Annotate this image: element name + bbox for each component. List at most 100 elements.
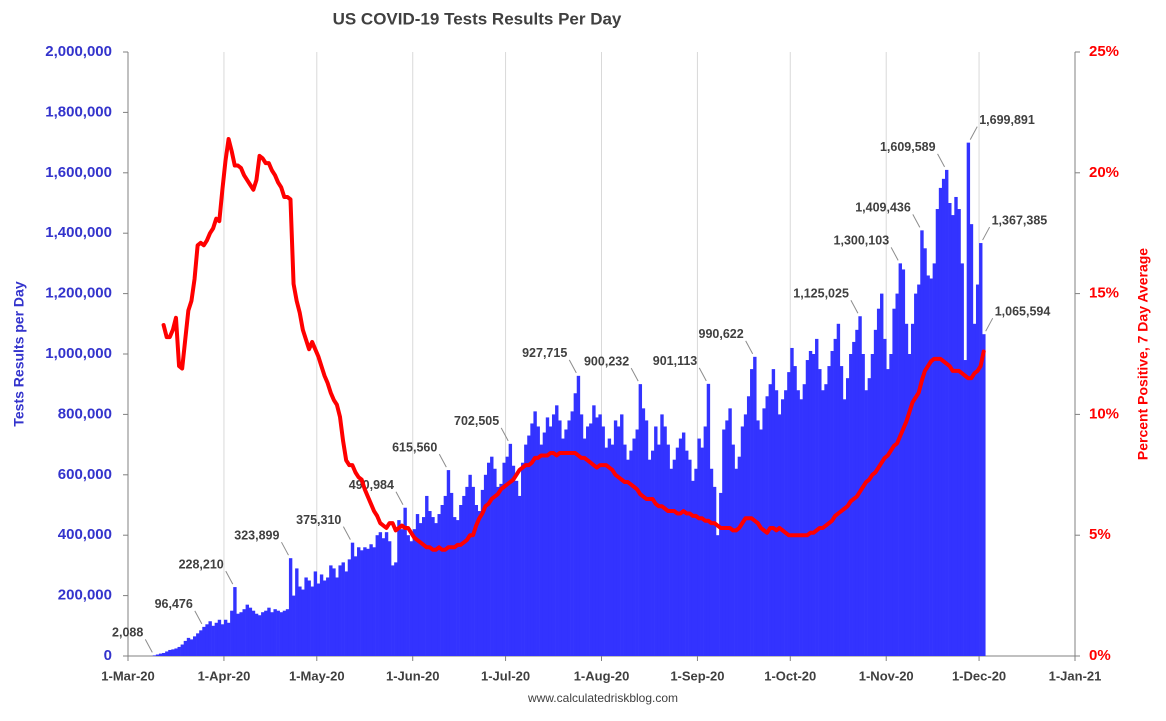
- x-tick-label: 1-Aug-20: [574, 668, 630, 683]
- bar: [579, 414, 584, 656]
- bar: [329, 565, 333, 656]
- bar: [892, 308, 896, 656]
- bar: [657, 444, 661, 656]
- bar: [505, 456, 509, 656]
- bar: [301, 589, 305, 656]
- bar: [979, 243, 983, 656]
- bar: [357, 547, 361, 656]
- bar: [815, 338, 819, 656]
- bar: [189, 639, 194, 656]
- value-label: 990,622: [699, 327, 744, 341]
- value-label: 228,210: [179, 557, 224, 571]
- bar: [288, 558, 293, 656]
- bar: [790, 347, 794, 656]
- bar: [954, 196, 958, 656]
- bar: [437, 514, 441, 656]
- bar: [703, 426, 708, 656]
- bar: [864, 390, 868, 656]
- bar: [530, 423, 534, 656]
- bar: [155, 654, 160, 656]
- bar: [567, 420, 571, 656]
- bar: [982, 334, 986, 656]
- bar: [282, 610, 287, 656]
- bar: [304, 577, 308, 656]
- bar: [486, 462, 491, 656]
- bar: [422, 517, 426, 656]
- chart-title: US COVID-19 Tests Results Per Day: [333, 9, 622, 28]
- bar: [319, 574, 324, 656]
- bar: [477, 511, 482, 656]
- y-tick-label: 400,000: [58, 526, 112, 543]
- bar: [254, 613, 259, 656]
- bar: [196, 633, 200, 656]
- bar: [403, 507, 407, 656]
- bar: [926, 275, 930, 656]
- bar: [192, 636, 197, 656]
- bar: [545, 417, 550, 656]
- bar: [257, 615, 262, 656]
- label-leader: [698, 367, 707, 382]
- label-leader: [937, 153, 946, 168]
- bar: [793, 366, 797, 656]
- bar: [347, 559, 352, 656]
- bar: [174, 648, 178, 656]
- bar: [171, 649, 175, 656]
- bar: [694, 468, 698, 656]
- bar: [292, 595, 296, 656]
- bar: [576, 375, 581, 656]
- bar: [459, 505, 463, 656]
- bar: [273, 609, 277, 656]
- y2-tick-label: 0%: [1089, 647, 1111, 664]
- label-leader: [850, 300, 859, 314]
- bar: [242, 609, 246, 656]
- bar: [660, 414, 664, 656]
- value-label: 1,409,436: [855, 201, 911, 215]
- label-leader: [281, 541, 289, 556]
- bar: [691, 480, 695, 656]
- bar: [205, 624, 209, 656]
- value-label: 900,232: [584, 354, 629, 368]
- bar: [517, 495, 522, 656]
- bar: [842, 399, 847, 656]
- bar: [570, 411, 574, 656]
- bar: [449, 492, 454, 656]
- label-leader: [630, 367, 639, 382]
- bar: [938, 187, 943, 656]
- bar: [493, 468, 497, 656]
- bar: [895, 293, 899, 656]
- bar: [777, 414, 782, 656]
- bar: [595, 417, 599, 656]
- value-label: 1,300,103: [834, 234, 890, 248]
- bar: [858, 316, 862, 656]
- value-label: 323,899: [234, 528, 279, 542]
- bar: [363, 547, 367, 656]
- bar: [338, 565, 342, 656]
- label-leader: [982, 226, 991, 241]
- bar: [524, 444, 528, 656]
- bar: [948, 203, 952, 656]
- y-axis-title: Tests Results per Day: [11, 281, 27, 426]
- bar: [722, 429, 726, 656]
- x-tick-label: 1-Mar-20: [101, 668, 154, 683]
- bar: [883, 338, 887, 656]
- x-tick-label: 1-Dec-20: [952, 668, 1006, 683]
- y-tick-label: 1,600,000: [45, 164, 112, 181]
- x-tick-label: 1-Jan-21: [1049, 668, 1102, 683]
- bar: [598, 414, 602, 656]
- bar: [369, 544, 373, 656]
- bar: [360, 550, 364, 656]
- bar: [223, 619, 228, 656]
- bar: [818, 369, 822, 656]
- bar: [165, 651, 169, 656]
- bar: [957, 209, 961, 657]
- bar: [586, 426, 590, 656]
- label-leader: [969, 126, 978, 140]
- bar: [647, 459, 652, 656]
- bar: [480, 489, 485, 656]
- bar: [716, 535, 720, 656]
- bar: [719, 492, 723, 656]
- y2-tick-label: 15%: [1089, 285, 1119, 302]
- bar: [158, 653, 163, 656]
- bar: [966, 142, 971, 656]
- bar: [876, 308, 881, 656]
